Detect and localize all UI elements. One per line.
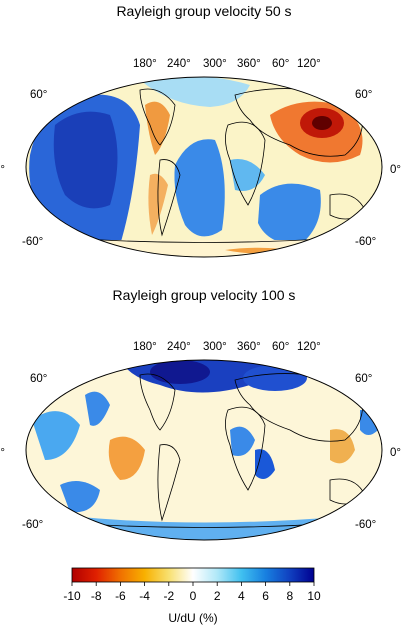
map2-lon-label: 240° <box>167 341 191 353</box>
map2-lon-label: 180° <box>133 341 157 353</box>
colorbar-bar <box>71 567 315 583</box>
colorbar-tick-label: 10 <box>307 589 321 603</box>
map1-lat-label-left: 0° <box>0 164 5 176</box>
map1-globe-outline <box>25 76 383 258</box>
map1-title: Rayleigh group velocity 50 s <box>116 3 292 19</box>
map1-lat-label-left: 60° <box>30 89 47 101</box>
map1-lat-label-left: -60° <box>22 236 43 248</box>
map2-lon-label: 300° <box>203 341 227 353</box>
colorbar-tick-label: 4 <box>238 589 245 603</box>
colorbar-tick-label: 2 <box>214 589 221 603</box>
map1-lon-label: 300° <box>203 58 227 70</box>
map1-velocity-field <box>26 77 382 257</box>
map2-lat-label-left: -60° <box>22 519 43 531</box>
map1-lon-label: 240° <box>167 58 191 70</box>
map1-lat-label-right: -60° <box>355 236 376 248</box>
map2-lat-labels: 60° 0° -60° 60° 0° -60° <box>0 373 401 531</box>
colorbar-tick-label: 0 <box>190 589 197 603</box>
map2-panel: 180° 240° 300° 360° 60° 120° 60° 0° -60°… <box>0 341 401 541</box>
map1-lat-label-right: 0° <box>390 164 401 176</box>
colorbar-tick-label: -10 <box>63 589 81 603</box>
colorbar-tick-label: -4 <box>139 589 150 603</box>
colorbar-label: U/dU (%) <box>168 611 217 625</box>
map1-lon-label: 60° <box>272 58 289 70</box>
map2-lon-label: 360° <box>237 341 261 353</box>
map2-lat-label-left: 60° <box>30 373 47 385</box>
map1-lat-label-right: 60° <box>355 89 372 101</box>
map1-lon-label: 180° <box>133 58 157 70</box>
map2-velocity-field <box>26 360 382 540</box>
colorbar-ticks: -10 -8 -6 -4 -2 0 2 4 6 8 10 <box>63 582 321 603</box>
colorbar-tick-label: 8 <box>286 589 293 603</box>
map2-lat-label-right: -60° <box>355 519 376 531</box>
map1-panel: 180° 240° 300° 360° 60° 120° 60° 0° -60°… <box>0 58 401 258</box>
colorbar: -10 -8 -6 -4 -2 0 2 4 6 8 10 U/dU (%) <box>63 567 321 625</box>
colorbar-tick-label: -6 <box>115 589 126 603</box>
map2-lat-label-right: 0° <box>390 447 401 459</box>
map2-lat-label-left: 0° <box>0 447 5 459</box>
map2-lat-label-right: 60° <box>355 373 372 385</box>
colorbar-tick-label: -8 <box>91 589 102 603</box>
map1-lon-label: 120° <box>297 58 321 70</box>
map2-globe-outline <box>25 359 383 541</box>
map1-lon-labels: 180° 240° 300° 360° 60° 120° <box>133 58 321 70</box>
map2-title: Rayleigh group velocity 100 s <box>112 287 296 303</box>
map2-lon-label: 120° <box>297 341 321 353</box>
map1-lon-label: 360° <box>237 58 261 70</box>
map2-lon-label: 60° <box>272 341 289 353</box>
map1-lat-labels: 60° 0° -60° 60° 0° -60° <box>0 89 401 248</box>
colorbar-tick-label: -2 <box>163 589 174 603</box>
colorbar-tick-label: 6 <box>262 589 269 603</box>
map2-lon-labels: 180° 240° 300° 360° 60° 120° <box>133 341 321 353</box>
